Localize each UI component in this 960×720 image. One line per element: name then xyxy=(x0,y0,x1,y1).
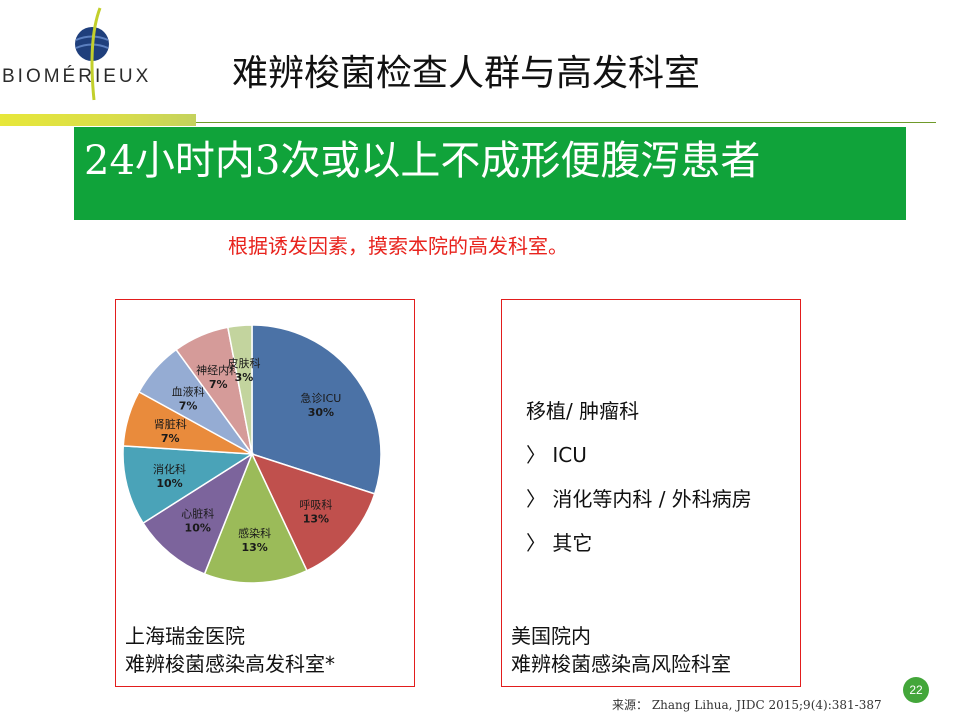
logo-mark-icon xyxy=(75,7,109,101)
us-list-item: 〉 ICU xyxy=(526,443,587,467)
slice-category-label: 感染科 xyxy=(238,526,271,540)
pie-slice xyxy=(250,452,376,572)
ruijin-panel: 急诊ICU 30% 呼吸科 13% 感染科 13% 心脏科 10% 消化科 10% 肾脏科 7% 血液科… xyxy=(115,299,415,687)
slice-category-label: 呼吸科 xyxy=(299,497,332,511)
biomerieux-logo: BIOMÉRIEUX xyxy=(0,0,200,120)
pie-slice xyxy=(226,324,253,455)
source-citation: 来源： Zhang Lihua, JIDC 2015;9(4):381-387 xyxy=(612,698,882,712)
slice-value-label: 30% xyxy=(308,406,334,419)
us-caption: 美国院内 难辨梭菌感染高风险科室 xyxy=(511,622,731,678)
page-number-badge: 22 xyxy=(903,677,929,703)
us-caption-line2: 难辨梭菌感染高风险科室 xyxy=(511,652,731,676)
slice-category-label: 皮肤科 xyxy=(227,356,260,370)
slice-value-label: 7% xyxy=(209,378,228,391)
slice-category-label: 肾脏科 xyxy=(154,417,187,431)
us-panel: 移植/ 肿瘤科 〉 ICU 〉 消化等内科 / 外科病房 〉 其它 美国院内 难… xyxy=(501,299,801,687)
pie-slice xyxy=(203,452,308,584)
slice-category-label: 心脏科 xyxy=(181,507,214,521)
slice-value-label: 10% xyxy=(185,522,211,535)
slice-category-label: 消化科 xyxy=(153,462,186,476)
department-pie-chart: 急诊ICU30%呼吸科13%感染科13%心脏科10%消化科10%肾脏科7%血液科… xyxy=(122,324,382,584)
us-list-item: 〉 消化等内科 / 外科病房 xyxy=(526,487,752,511)
us-list-item: 移植/ 肿瘤科 xyxy=(526,399,640,423)
slice-value-label: 7% xyxy=(179,400,198,413)
slice-value-label: 3% xyxy=(235,371,254,384)
logo-text: BIOMÉRIEUX xyxy=(2,66,152,87)
slice-category-label: 急诊ICU xyxy=(300,391,341,405)
header-divider xyxy=(196,122,936,123)
us-department-list: 移植/ 肿瘤科 〉 ICU 〉 消化等内科 / 外科病房 〉 其它 xyxy=(526,396,752,572)
subtitle: 根据诱发因素，摸索本院的高发科室。 xyxy=(228,234,568,258)
ruijin-caption: 上海瑞金医院 难辨梭菌感染高发科室* xyxy=(125,622,335,678)
ruijin-caption-line1: 上海瑞金医院 xyxy=(125,624,245,648)
header-accent-bar xyxy=(0,114,196,126)
pie-slice xyxy=(251,324,382,495)
banner-background xyxy=(74,127,906,220)
slice-category-label: 神经内科 xyxy=(196,363,240,377)
ruijin-caption-line2: 难辨梭菌感染高发科室* xyxy=(125,652,335,676)
us-caption-line1: 美国院内 xyxy=(511,624,591,648)
pie-slice xyxy=(142,452,254,575)
slice-value-label: 13% xyxy=(242,541,268,554)
slice-value-label: 10% xyxy=(156,477,182,490)
slide-title: 难辨梭菌检查人群与高发科室 xyxy=(232,53,701,94)
slice-value-label: 7% xyxy=(161,432,180,445)
slice-value-label: 13% xyxy=(303,512,329,525)
pie-slice xyxy=(122,445,255,525)
banner-text: 24小时内3次或以上不成形便腹泻患者 xyxy=(84,138,761,184)
us-list-item: 〉 其它 xyxy=(526,531,593,555)
slice-category-label: 血液科 xyxy=(172,385,205,399)
